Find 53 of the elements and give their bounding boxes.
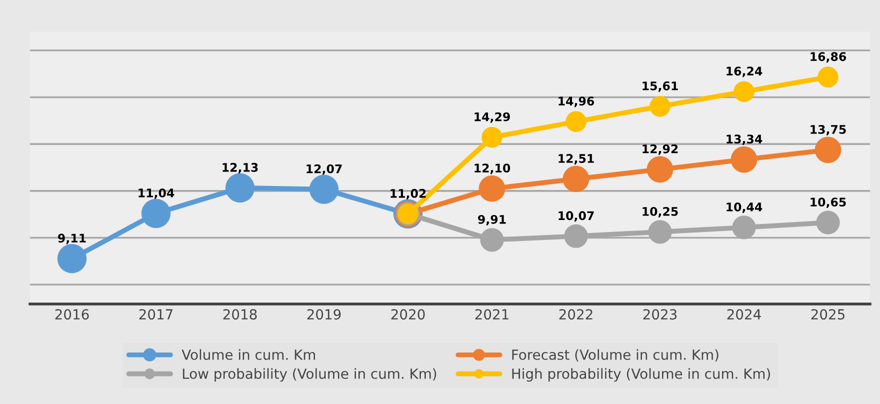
data-label: 15,61 xyxy=(642,81,678,92)
data-label: 16,24 xyxy=(726,66,762,78)
x-tick-label: 2016 xyxy=(55,309,89,320)
x-tick-label: 2020 xyxy=(391,309,425,320)
data-label: 14,29 xyxy=(474,112,510,123)
point xyxy=(648,220,672,244)
data-label: 12,13 xyxy=(222,162,258,174)
data-label: 13,34 xyxy=(726,134,762,146)
point xyxy=(814,136,842,164)
legend-label: Forecast (Volume in cum. Km) xyxy=(512,349,718,362)
data-label: 9,11 xyxy=(58,234,86,244)
data-label: 12,92 xyxy=(642,144,678,155)
x-tick-label: 2017 xyxy=(139,309,172,320)
x-tick-label: 2023 xyxy=(643,309,677,320)
data-label: 10,07 xyxy=(558,211,594,222)
point xyxy=(816,210,840,234)
data-label: 10,44 xyxy=(726,202,762,213)
x-tick-label: 2018 xyxy=(223,309,257,320)
x-tick-label: 2025 xyxy=(811,309,844,320)
point xyxy=(225,173,255,202)
data-label: 12,51 xyxy=(558,154,594,164)
legend-label: Volume in cum. Km xyxy=(182,349,316,360)
data-label: 12,07 xyxy=(306,164,342,175)
point xyxy=(732,216,756,240)
data-label: 14,96 xyxy=(558,96,594,108)
point xyxy=(646,156,674,183)
data-label: 10,65 xyxy=(810,198,846,208)
point xyxy=(57,244,87,274)
data-label: 11,04 xyxy=(138,188,174,199)
data-label: 11,02 xyxy=(390,188,426,200)
data-label: 16,86 xyxy=(810,52,846,63)
point xyxy=(734,81,754,102)
point xyxy=(650,96,670,117)
data-label: 12,10 xyxy=(474,164,510,174)
x-tick-label: 2021 xyxy=(475,309,508,320)
x-tick-label: 2024 xyxy=(727,309,761,320)
x-tick-label: 2022 xyxy=(559,309,592,320)
data-label: 10,25 xyxy=(642,206,678,218)
data-label: 13,75 xyxy=(810,124,846,136)
point xyxy=(562,166,590,192)
point xyxy=(141,198,171,228)
point xyxy=(566,111,586,132)
data-label: 9,91 xyxy=(478,214,506,226)
point xyxy=(482,126,502,148)
legend-label: High probability (Volume in cum. Km) xyxy=(512,368,770,382)
point xyxy=(480,228,504,252)
point xyxy=(730,146,758,173)
point xyxy=(478,175,506,202)
point xyxy=(818,66,838,88)
point xyxy=(309,174,339,204)
point xyxy=(564,224,588,248)
legend-label: Low probability (Volume in cum. Km) xyxy=(182,368,436,382)
x-tick-label: 2019 xyxy=(307,309,341,320)
